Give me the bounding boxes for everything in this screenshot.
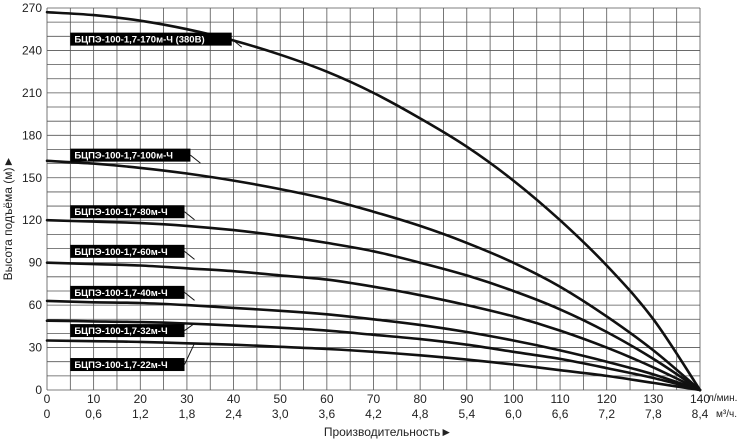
performance-curve-1 — [45, 10, 702, 392]
y-tick-label: 30 — [29, 341, 43, 355]
curve-label-1: БЦПЭ-100-1,7-170м-Ч (380В) — [70, 32, 243, 48]
curve-label-box — [70, 358, 185, 372]
y-tick-label: 180 — [22, 128, 42, 142]
x-tick-label-lpm: 60 — [320, 392, 334, 406]
x-unit-secondary: м³/ч. — [716, 409, 737, 420]
y-tick-label: 120 — [22, 213, 42, 227]
x-tick-label-lpm: 0 — [44, 392, 51, 406]
curve-label-text: БЦПЭ-100-1,7-80м-Ч — [74, 207, 168, 218]
x-tick-label-lpm: 40 — [227, 392, 241, 406]
x-tick-label-lpm: 100 — [503, 392, 523, 406]
curve-label-leader — [190, 154, 201, 164]
x-tick-label-lpm: 80 — [413, 392, 427, 406]
curve-label-4: БЦПЭ-100-1,7-60м-Ч — [70, 244, 195, 260]
x-tick-label-m3h: 4,8 — [412, 407, 429, 421]
y-axis-title: Высота подъёма (м)► — [1, 156, 15, 281]
curve-label-leader — [184, 323, 195, 331]
x-tick-label-m3h: 3,6 — [319, 407, 336, 421]
y-tick-label: 150 — [22, 171, 42, 185]
curve-label-box — [70, 244, 185, 258]
x-tick-label-m3h: 3,0 — [272, 407, 289, 421]
x-tick-label-m3h: 0,6 — [85, 407, 102, 421]
x-tick-label-lpm: 140 — [690, 392, 710, 406]
curve-label-box — [70, 148, 191, 162]
performance-curve-4 — [45, 261, 702, 392]
performance-curve-7 — [45, 339, 702, 392]
curve-label-box — [70, 285, 185, 299]
x-tick-label-m3h: 5,4 — [458, 407, 475, 421]
y-tick-label: 240 — [22, 43, 42, 57]
curve-label-box — [70, 32, 232, 46]
y-tick-label: 0 — [35, 383, 42, 397]
x-unit-primary: л/мин. — [708, 393, 737, 404]
y-tick-label: 270 — [22, 1, 42, 15]
curve-labels: БЦПЭ-100-1,7-170м-Ч (380В) БЦПЭ-100-1,7-1… — [70, 32, 243, 372]
curve-label-text: БЦПЭ-100-1,7-60м-Ч — [74, 247, 168, 258]
curve-label-text: БЦПЭ-100-1,7-40м-Ч — [74, 288, 168, 299]
x-tick-label-m3h: 8,4 — [692, 407, 709, 421]
curve-label-3: БЦПЭ-100-1,7-80м-Ч — [70, 205, 195, 221]
x-tick-label-lpm: 130 — [643, 392, 663, 406]
performance-curve-5 — [45, 299, 702, 392]
curve-label-leader — [184, 343, 195, 365]
y-tick-label: 210 — [22, 86, 42, 100]
curve-label-2: БЦПЭ-100-1,7-100м-Ч — [70, 148, 201, 164]
x-axis-title: Производительность► — [324, 425, 452, 439]
x-tick-label-m3h: 1,8 — [179, 407, 196, 421]
x-tick-label-m3h: 7,2 — [598, 407, 615, 421]
x-tick-label-m3h: 1,2 — [132, 407, 149, 421]
curve-label-leader — [231, 38, 243, 48]
x-tick-label-m3h: 7,8 — [645, 407, 662, 421]
x-tick-label-lpm: 20 — [134, 392, 148, 406]
x-axis-ticks: 0 10 20 30 40 50 60 70 80 90 100 110 120 130 140 0 0,6 1,… — [44, 392, 711, 421]
x-tick-label-lpm: 120 — [597, 392, 617, 406]
x-tick-label-lpm: 70 — [367, 392, 381, 406]
curve-label-text: БЦПЭ-100-1,7-170м-Ч (380В) — [74, 35, 204, 46]
y-axis-ticks: 0 30 60 90 120 150 180 210 240 270 — [22, 1, 42, 397]
curve-label-box — [70, 205, 185, 219]
curve-label-leader — [184, 291, 195, 301]
curve-label-text: БЦПЭ-100-1,7-100м-Ч — [74, 151, 173, 162]
curve-label-text: БЦПЭ-100-1,7-22м-Ч — [74, 360, 168, 371]
curve-label-text: БЦПЭ-100-1,7-32м-Ч — [74, 326, 168, 337]
performance-curve-2 — [45, 159, 702, 392]
x-tick-label-lpm: 50 — [274, 392, 288, 406]
x-tick-label-lpm: 90 — [460, 392, 474, 406]
x-tick-label-lpm: 10 — [87, 392, 101, 406]
x-tick-label-m3h: 4,2 — [365, 407, 382, 421]
curve-label-7: БЦПЭ-100-1,7-22м-Ч — [70, 343, 195, 372]
performance-curve-6 — [45, 319, 702, 392]
curve-label-leader — [184, 250, 195, 260]
curve-label-box — [70, 324, 185, 338]
x-tick-label-m3h: 6,0 — [505, 407, 522, 421]
x-tick-label-m3h: 0 — [44, 407, 51, 421]
y-tick-label: 60 — [29, 298, 43, 312]
x-tick-label-lpm: 30 — [180, 392, 194, 406]
curve-label-leader — [184, 211, 195, 221]
x-tick-label-m3h: 2,4 — [225, 407, 242, 421]
curve-label-6: БЦПЭ-100-1,7-32м-Ч — [70, 323, 195, 338]
x-tick-label-lpm: 110 — [551, 392, 570, 406]
performance-curve-3 — [45, 218, 702, 392]
x-tick-label-m3h: 6,6 — [552, 407, 569, 421]
y-tick-label: 90 — [29, 256, 43, 270]
performance-curves — [45, 10, 702, 392]
curve-label-5: БЦПЭ-100-1,7-40м-Ч — [70, 285, 195, 301]
